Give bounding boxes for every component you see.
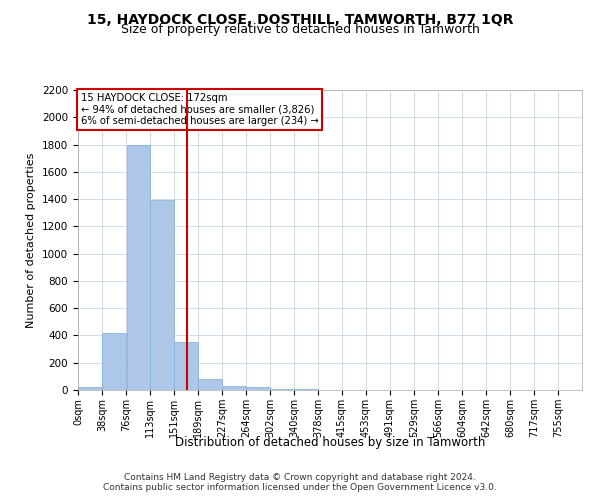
Y-axis label: Number of detached properties: Number of detached properties <box>26 152 37 328</box>
Bar <box>174 342 198 390</box>
Text: Contains HM Land Registry data © Crown copyright and database right 2024.: Contains HM Land Registry data © Crown c… <box>124 472 476 482</box>
Bar <box>270 388 294 390</box>
Bar <box>127 144 150 390</box>
Text: Size of property relative to detached houses in Tamworth: Size of property relative to detached ho… <box>121 22 479 36</box>
Bar <box>78 388 102 390</box>
Text: Distribution of detached houses by size in Tamworth: Distribution of detached houses by size … <box>175 436 485 449</box>
Bar <box>246 388 269 390</box>
Bar <box>199 379 222 390</box>
Bar <box>223 386 246 390</box>
Text: Contains public sector information licensed under the Open Government Licence v3: Contains public sector information licen… <box>103 482 497 492</box>
Bar <box>103 332 126 390</box>
Bar <box>150 200 174 390</box>
Text: 15 HAYDOCK CLOSE: 172sqm
← 94% of detached houses are smaller (3,826)
6% of semi: 15 HAYDOCK CLOSE: 172sqm ← 94% of detach… <box>80 93 318 126</box>
Text: 15, HAYDOCK CLOSE, DOSTHILL, TAMWORTH, B77 1QR: 15, HAYDOCK CLOSE, DOSTHILL, TAMWORTH, B… <box>87 12 513 26</box>
